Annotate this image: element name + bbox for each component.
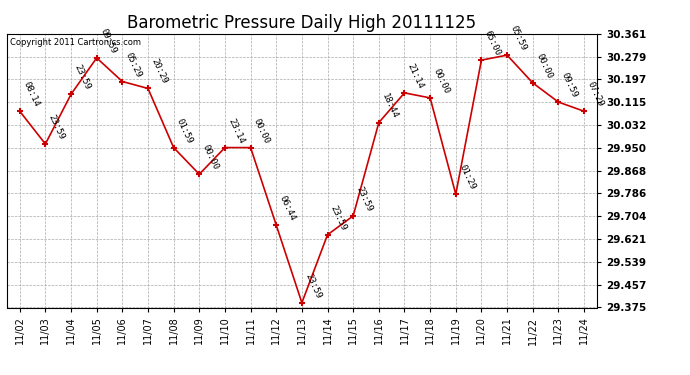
Text: 01:59: 01:59 (175, 117, 195, 145)
Text: 05:29: 05:29 (124, 51, 144, 79)
Text: 08:14: 08:14 (21, 80, 41, 108)
Text: 23:59: 23:59 (72, 63, 92, 92)
Title: Barometric Pressure Daily High 20111125: Barometric Pressure Daily High 20111125 (128, 14, 476, 32)
Text: 00:00: 00:00 (252, 117, 271, 145)
Text: 23:59: 23:59 (47, 113, 66, 141)
Text: 07:29: 07:29 (585, 80, 605, 108)
Text: 06:44: 06:44 (277, 194, 297, 222)
Text: 21:14: 21:14 (406, 62, 425, 90)
Text: 23:59: 23:59 (329, 204, 348, 232)
Text: 09:59: 09:59 (98, 27, 117, 55)
Text: 65:00: 65:00 (483, 29, 502, 57)
Text: 00:00: 00:00 (534, 52, 553, 80)
Text: Copyright 2011 Cartronics.com: Copyright 2011 Cartronics.com (10, 38, 141, 47)
Text: 23:14: 23:14 (226, 117, 246, 145)
Text: 23:59: 23:59 (304, 272, 323, 300)
Text: 05:59: 05:59 (509, 24, 528, 52)
Text: 20:29: 20:29 (149, 57, 169, 86)
Text: 09:59: 09:59 (560, 71, 580, 99)
Text: 18:44: 18:44 (380, 92, 400, 120)
Text: 01:29: 01:29 (457, 163, 477, 192)
Text: 00:00: 00:00 (201, 143, 220, 171)
Text: 00:00: 00:00 (431, 67, 451, 95)
Text: 23:59: 23:59 (355, 185, 374, 213)
